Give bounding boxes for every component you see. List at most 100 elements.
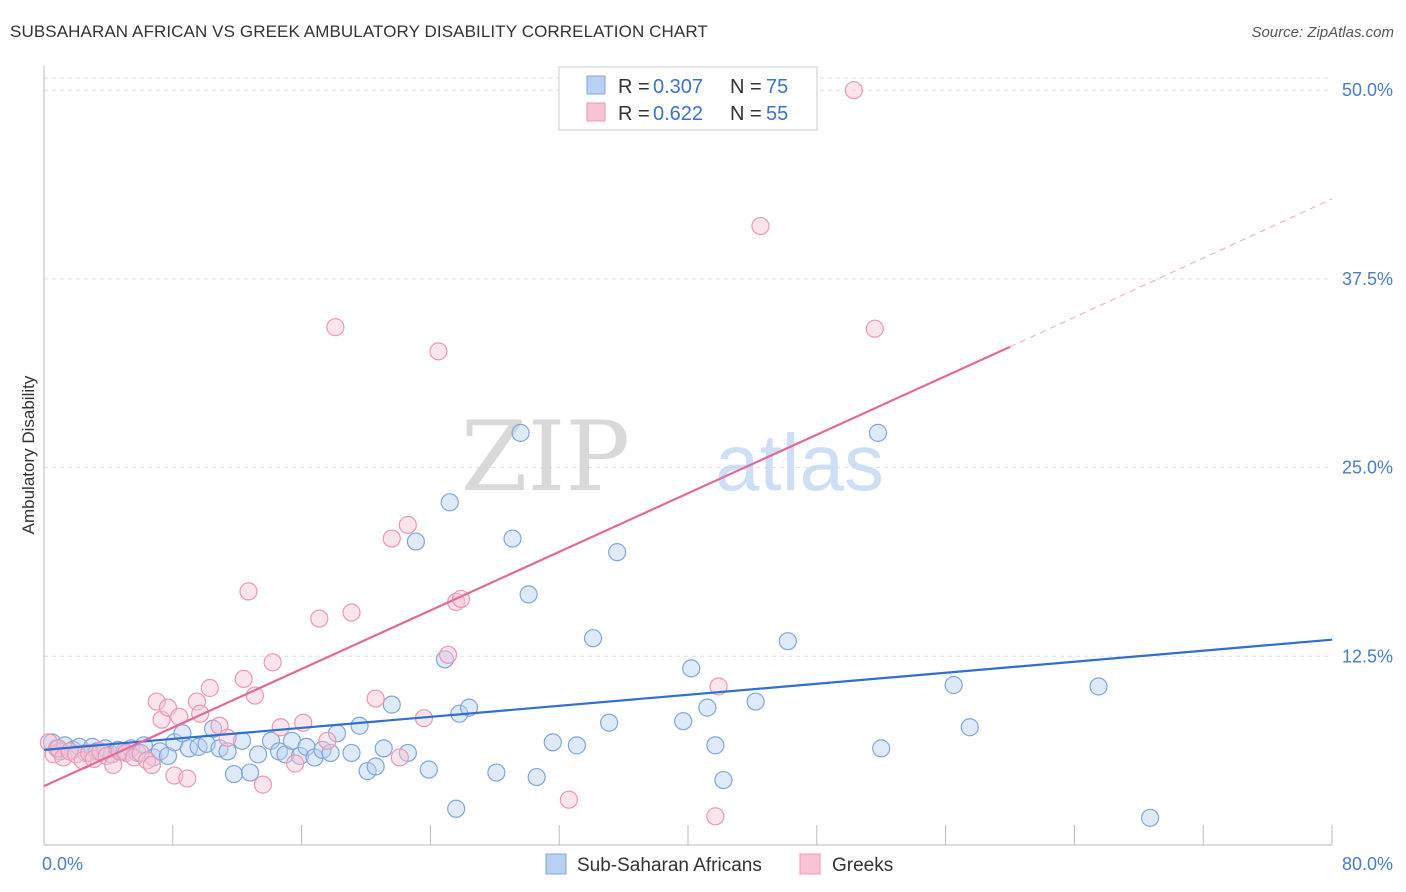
bottom-legend: Sub-Saharan Africans Greeks <box>545 853 893 876</box>
point-sub-saharan <box>218 742 237 761</box>
point-greeks <box>439 645 458 664</box>
y-tick-labels: 12.5% 25.0% 37.5% 50.0% <box>1342 80 1393 666</box>
point-sub-saharan <box>868 423 888 442</box>
gridlines <box>44 77 1332 657</box>
y-tick-label: 50.0% <box>1342 80 1393 100</box>
point-greeks <box>218 728 237 747</box>
y-tick-label: 37.5% <box>1342 269 1393 289</box>
point-greeks <box>187 692 207 711</box>
bottom-legend-label-pink: Greeks <box>832 855 893 876</box>
watermark-atlas: atlas <box>715 418 884 507</box>
point-greeks <box>342 603 361 622</box>
point-sub-saharan <box>503 529 522 548</box>
point-greeks <box>318 731 337 750</box>
point-sub-saharan <box>960 718 979 737</box>
point-greeks <box>865 319 884 338</box>
point-sub-saharan <box>374 739 393 758</box>
legend-r-label-2: R = <box>618 103 650 125</box>
point-sub-saharan <box>342 743 361 763</box>
legend-n-value-1: 75 <box>766 76 788 98</box>
point-sub-saharan <box>406 532 426 551</box>
point-sub-saharan <box>872 739 891 758</box>
point-sub-saharan <box>567 736 587 755</box>
point-sub-saharan <box>440 493 459 512</box>
point-greeks <box>326 318 345 337</box>
point-sub-saharan <box>600 713 619 732</box>
point-greeks <box>271 718 290 737</box>
point-sub-saharan <box>706 736 725 755</box>
trendlines <box>43 198 1333 788</box>
point-sub-saharan <box>447 799 466 818</box>
point-greeks <box>253 775 273 794</box>
point-sub-saharan <box>543 733 562 752</box>
point-greeks <box>131 743 150 763</box>
point-sub-saharan <box>778 632 797 651</box>
point-sub-saharan <box>519 585 538 604</box>
point-greeks <box>200 678 219 698</box>
y-tick-label: 25.0% <box>1342 458 1393 478</box>
point-sub-saharan <box>459 698 479 717</box>
point-sub-saharan <box>714 770 733 790</box>
point-sub-saharan <box>1089 677 1108 696</box>
point-sub-saharan <box>249 745 268 764</box>
point-greeks <box>263 653 282 672</box>
watermark-zip: ZIP <box>461 401 630 513</box>
point-greeks <box>366 689 385 708</box>
x-tick-label: 80.0% <box>1342 854 1393 874</box>
point-sub-saharan <box>583 629 603 648</box>
trendline-greeks-extension <box>1009 198 1333 348</box>
point-sub-saharan <box>608 543 627 562</box>
y-tick-label: 12.5% <box>1342 646 1393 666</box>
legend-swatch-pink <box>586 102 606 122</box>
point-greeks <box>390 748 409 767</box>
point-sub-saharan <box>674 712 693 731</box>
y-axis-title: Ambulatory Disability <box>19 375 38 534</box>
bottom-legend-label-blue: Sub-Saharan Africans <box>577 855 762 876</box>
legend-r-value-2: 0.622 <box>653 103 703 125</box>
point-sub-saharan <box>944 675 963 695</box>
axes <box>43 66 1333 846</box>
point-sub-saharan <box>487 763 506 782</box>
point-sub-saharan <box>511 423 530 442</box>
legend-n-label-2: N = <box>730 103 762 125</box>
point-greeks <box>844 81 863 100</box>
trendline-greeks <box>43 345 1011 788</box>
chart-title: SUBSAHARAN AFRICAN VS GREEK AMBULATORY D… <box>10 22 708 41</box>
point-sub-saharan <box>746 692 765 711</box>
x-tick-labels: 0.0% 80.0% <box>42 854 1393 874</box>
watermark: ZIP atlas <box>461 401 884 513</box>
point-sub-saharan <box>698 698 717 717</box>
bottom-legend-swatch-blue <box>545 853 567 875</box>
point-greeks <box>147 692 166 711</box>
trendline-sub-saharan <box>43 638 1333 751</box>
point-sub-saharan <box>366 757 385 776</box>
point-sub-saharan <box>321 743 340 763</box>
legend-swatch-blue <box>586 75 606 95</box>
point-greeks <box>191 704 210 723</box>
point-greeks <box>286 754 305 773</box>
point-greeks <box>398 515 417 535</box>
point-sub-saharan <box>527 767 546 787</box>
point-greeks <box>239 582 258 601</box>
point-greeks <box>142 755 161 775</box>
point-sub-saharan <box>1140 808 1160 827</box>
legend-box: R = 0.307 N = 75 R = 0.622 N = 55 <box>558 66 818 131</box>
x-tick-label: 0.0% <box>42 854 83 874</box>
point-greeks <box>310 609 329 628</box>
point-greeks <box>429 342 448 361</box>
point-greeks <box>559 790 578 809</box>
legend-n-value-2: 55 <box>766 103 788 125</box>
point-greeks <box>178 769 197 788</box>
point-greeks <box>234 669 253 689</box>
point-greeks <box>706 807 725 826</box>
legend-r-label-1: R = <box>618 76 650 98</box>
point-sub-saharan <box>419 760 438 779</box>
point-greeks <box>382 529 401 548</box>
bottom-legend-swatch-pink <box>799 853 821 875</box>
point-sub-saharan <box>682 659 701 678</box>
legend-r-value-1: 0.307 <box>653 76 703 98</box>
source-credit: Source: ZipAtlas.com <box>1251 24 1394 41</box>
point-sub-saharan <box>224 764 244 784</box>
point-sub-saharan <box>382 695 401 714</box>
